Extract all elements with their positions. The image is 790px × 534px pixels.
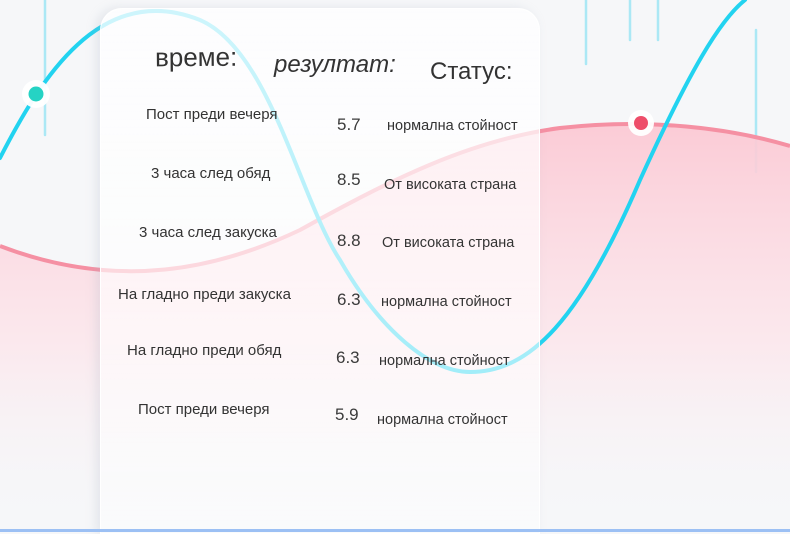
row-6-time: Пост преди вечеря	[138, 401, 270, 418]
row-1-status: нормална стойност	[387, 118, 518, 134]
results-card	[100, 8, 540, 534]
row-1-value: 5.7	[337, 115, 361, 134]
row-5-status: нормална стойност	[379, 353, 510, 369]
header-result: резултат:	[274, 51, 396, 78]
row-2-time: 3 часа след обяд	[151, 165, 271, 182]
row-3-time: 3 часа след закуска	[139, 224, 277, 241]
row-5-time: На гладно преди обяд	[127, 342, 282, 359]
row-3-value: 8.8	[337, 231, 361, 250]
row-5-value: 6.3	[336, 348, 360, 367]
row-6-value: 5.9	[335, 405, 359, 424]
row-3-status: От високата страна	[382, 235, 515, 251]
teal-marker-icon	[22, 80, 50, 108]
row-2-value: 8.5	[337, 170, 361, 189]
red-marker-icon	[628, 110, 654, 136]
row-2-status: От високата страна	[384, 177, 517, 193]
row-4-value: 6.3	[337, 290, 361, 309]
header-status: Статус:	[430, 58, 513, 85]
row-1-time: Пост преди вечеря	[146, 106, 278, 123]
header-time: време:	[154, 41, 238, 73]
row-6-status: нормална стойност	[377, 412, 508, 428]
bottom-accent-bar	[0, 529, 790, 532]
row-4-status: нормална стойност	[381, 294, 512, 310]
row-4-time: На гладно преди закуска	[118, 286, 291, 303]
